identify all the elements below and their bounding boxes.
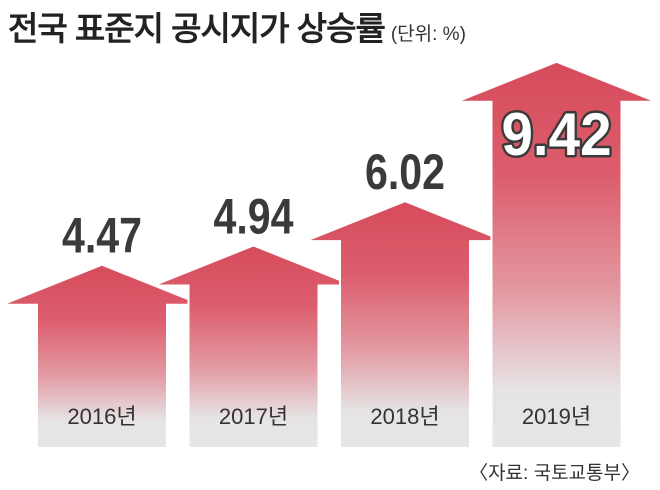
source-note: 〈자료: 국토교통부〉 bbox=[469, 463, 640, 484]
chart-title: 전국 표준지 공시지가 상승률 bbox=[8, 10, 386, 47]
value-label: 4.94 bbox=[214, 188, 294, 244]
chart-header: 전국 표준지 공시지가 상승률 (단위: %) bbox=[8, 2, 466, 50]
category-label: 2016년 bbox=[67, 404, 136, 429]
category-label: 2019년 bbox=[522, 404, 591, 429]
bar-arrows bbox=[1, 60, 657, 449]
bar-arrow bbox=[456, 60, 657, 449]
value-label-highlight: 9.42 bbox=[502, 101, 612, 168]
value-label: 4.47 bbox=[62, 208, 142, 264]
bar-labels: 2016년 4.47 2017년 4.94 2018년 6.02 2019년 9.42 bbox=[62, 98, 614, 429]
bar-arrow bbox=[1, 263, 203, 449]
value-label: 6.02 bbox=[365, 144, 445, 200]
bar-arrow bbox=[304, 200, 506, 449]
unit-label: (단위: %) bbox=[390, 24, 466, 45]
category-label: 2018년 bbox=[370, 404, 439, 429]
bar-arrow bbox=[153, 244, 354, 449]
category-label: 2017년 bbox=[219, 404, 288, 429]
